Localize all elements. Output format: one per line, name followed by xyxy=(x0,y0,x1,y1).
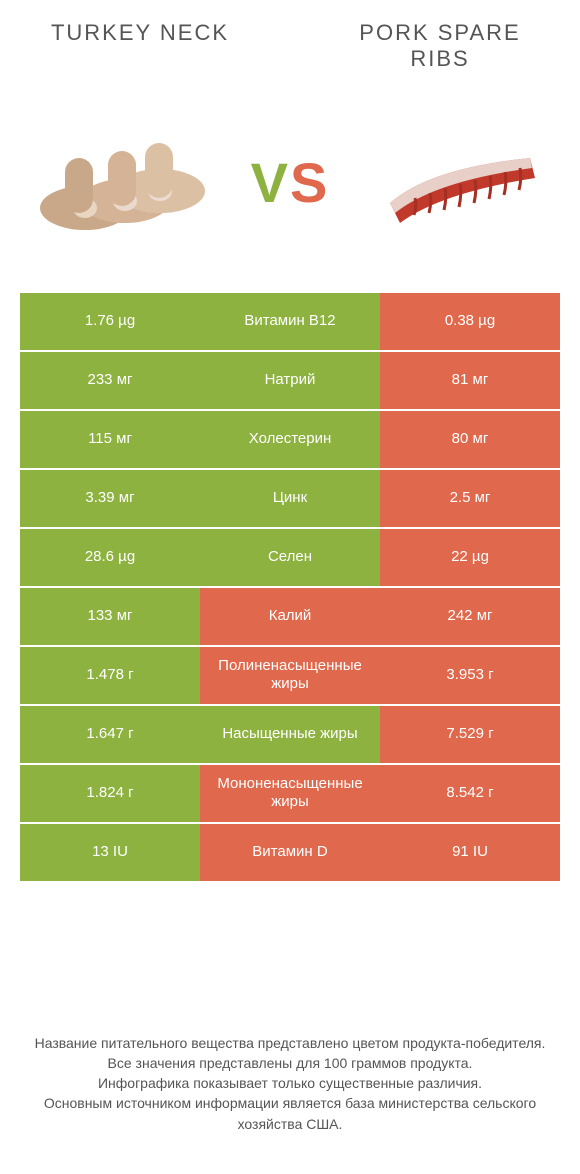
right-value-cell: 81 мг xyxy=(380,352,560,409)
left-value-cell: 28.6 µg xyxy=(20,529,200,586)
table-row: 1.824 гМононенасыщенные жиры8.542 г xyxy=(20,765,560,822)
right-value-cell: 22 µg xyxy=(380,529,560,586)
footnote-line: Все значения представлены для 100 граммо… xyxy=(30,1053,550,1073)
right-value-cell: 8.542 г xyxy=(380,765,560,822)
table-row: 1.647 гНасыщенные жиры7.529 г xyxy=(20,706,560,763)
nutrient-name-cell: Мононенасыщенные жиры xyxy=(200,765,380,822)
nutrient-name-cell: Витамин D xyxy=(200,824,380,881)
right-value-cell: 7.529 г xyxy=(380,706,560,763)
table-row: 13 IUВитамин D91 IU xyxy=(20,824,560,881)
table-row: 1.478 гПолиненасыщенные жиры3.953 г xyxy=(20,647,560,704)
left-value-cell: 133 мг xyxy=(20,588,200,645)
nutrient-name-cell: Натрий xyxy=(200,352,380,409)
left-value-cell: 1.647 г xyxy=(20,706,200,763)
vs-row: VS xyxy=(0,83,580,283)
footnote-line: Название питательного вещества представл… xyxy=(30,1033,550,1053)
header: TURKEY NECK PORK SPARE RIBS xyxy=(0,0,580,83)
left-value-cell: 1.478 г xyxy=(20,647,200,704)
nutrient-name-cell: Цинк xyxy=(200,470,380,527)
footnote: Название питательного вещества представл… xyxy=(30,1033,550,1134)
left-value-cell: 1.76 µg xyxy=(20,293,200,350)
nutrient-name-cell: Холестерин xyxy=(200,411,380,468)
left-value-cell: 233 мг xyxy=(20,352,200,409)
nutrient-name-cell: Селен xyxy=(200,529,380,586)
comparison-table: 1.76 µgВитамин B120.38 µg233 мгНатрий81 … xyxy=(0,293,580,881)
vs-v: V xyxy=(251,151,290,214)
vs-label: VS xyxy=(251,150,330,215)
left-food-image xyxy=(30,113,210,253)
table-row: 1.76 µgВитамин B120.38 µg xyxy=(20,293,560,350)
vs-s: S xyxy=(290,151,329,214)
left-value-cell: 3.39 мг xyxy=(20,470,200,527)
right-value-cell: 91 IU xyxy=(380,824,560,881)
right-value-cell: 3.953 г xyxy=(380,647,560,704)
right-value-cell: 0.38 µg xyxy=(380,293,560,350)
nutrient-name-cell: Полиненасыщенные жиры xyxy=(200,647,380,704)
left-value-cell: 115 мг xyxy=(20,411,200,468)
nutrient-name-cell: Насыщенные жиры xyxy=(200,706,380,763)
left-food-title: TURKEY NECK xyxy=(40,20,240,73)
right-food-image xyxy=(370,113,550,253)
nutrient-name-cell: Витамин B12 xyxy=(200,293,380,350)
table-row: 233 мгНатрий81 мг xyxy=(20,352,560,409)
footnote-line: Инфографика показывает только существенн… xyxy=(30,1073,550,1093)
right-food-title: PORK SPARE RIBS xyxy=(340,20,540,73)
right-value-cell: 242 мг xyxy=(380,588,560,645)
table-row: 133 мгКалий242 мг xyxy=(20,588,560,645)
left-value-cell: 1.824 г xyxy=(20,765,200,822)
footnote-line: Основным источником информации является … xyxy=(30,1093,550,1134)
nutrient-name-cell: Калий xyxy=(200,588,380,645)
right-value-cell: 80 мг xyxy=(380,411,560,468)
table-row: 28.6 µgСелен22 µg xyxy=(20,529,560,586)
left-value-cell: 13 IU xyxy=(20,824,200,881)
table-row: 115 мгХолестерин80 мг xyxy=(20,411,560,468)
table-row: 3.39 мгЦинк2.5 мг xyxy=(20,470,560,527)
right-value-cell: 2.5 мг xyxy=(380,470,560,527)
